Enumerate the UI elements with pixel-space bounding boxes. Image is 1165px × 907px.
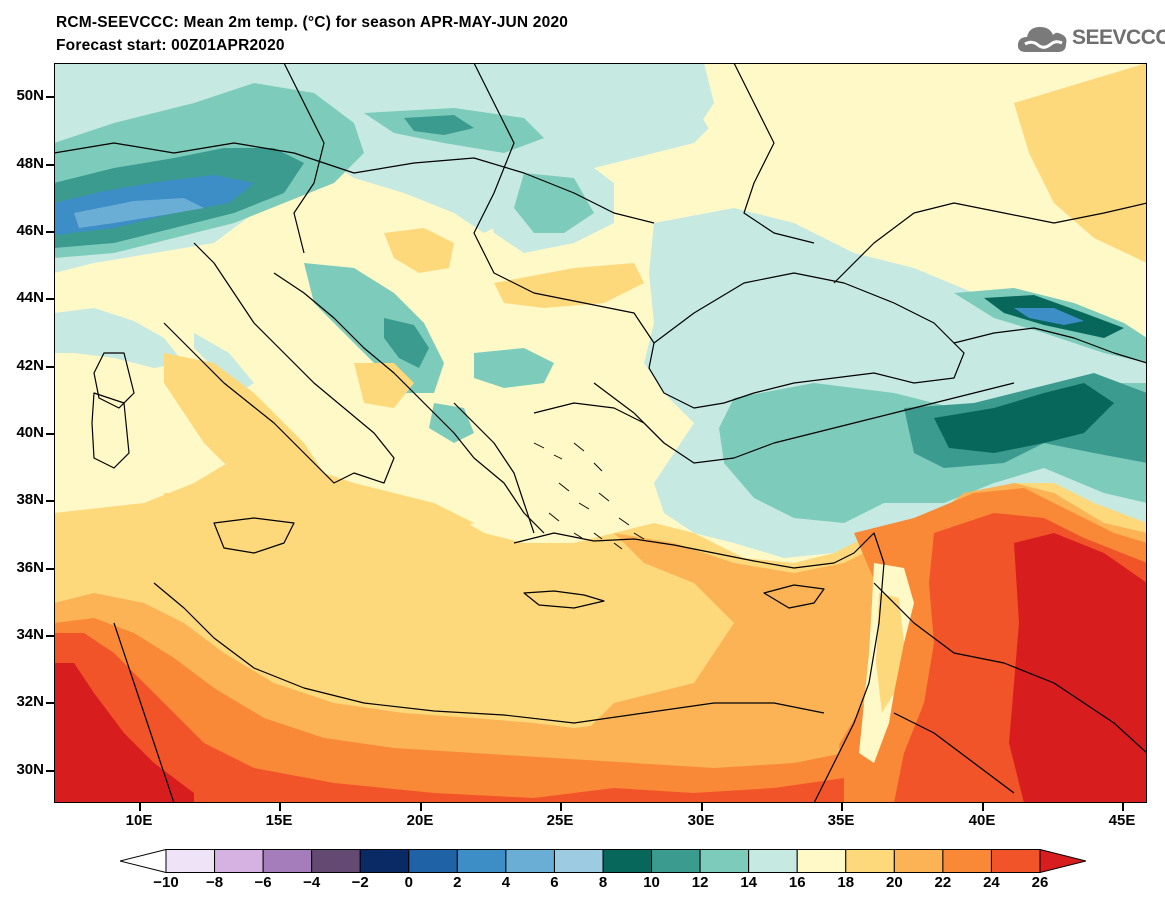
colorbar-cell bbox=[893, 849, 944, 873]
colorbar-cell bbox=[359, 849, 410, 873]
lon-label-35e: 35E bbox=[827, 812, 855, 829]
lat-tick bbox=[46, 231, 54, 233]
colorbar-cell bbox=[602, 849, 653, 873]
logo-text: SEEVCCC bbox=[1072, 26, 1165, 49]
lat-label-48n: 48N bbox=[16, 155, 44, 172]
colorbar-cell bbox=[505, 849, 555, 873]
lon-label-30e: 30E bbox=[687, 812, 715, 829]
colorbar-label: 18 bbox=[837, 874, 855, 891]
temperature-map bbox=[54, 63, 1147, 803]
colorbar-label: −8 bbox=[205, 874, 224, 891]
colorbar-cell bbox=[845, 849, 895, 873]
colorbar-cell bbox=[408, 849, 458, 873]
lon-tick bbox=[982, 803, 984, 811]
colorbar-label: 16 bbox=[788, 874, 806, 891]
cloud-icon bbox=[1017, 27, 1067, 52]
colorbar-label: 8 bbox=[598, 874, 608, 891]
lat-tick bbox=[46, 366, 54, 368]
lon-label-25e: 25E bbox=[546, 812, 574, 829]
map-canvas bbox=[54, 63, 1147, 803]
colorbar-label: 2 bbox=[453, 874, 462, 891]
lat-tick bbox=[46, 433, 54, 435]
colorbar-cell bbox=[311, 849, 361, 873]
colorbar-cell bbox=[796, 849, 847, 873]
colorbar-cell bbox=[990, 849, 1041, 873]
lat-label-46n: 46N bbox=[16, 222, 44, 239]
lat-tick bbox=[46, 164, 54, 166]
lon-label-10e: 10E bbox=[125, 812, 153, 829]
lat-label-44n: 44N bbox=[16, 289, 44, 306]
lat-tick bbox=[46, 635, 54, 637]
lon-tick bbox=[279, 803, 281, 811]
lat-label-38n: 38N bbox=[16, 491, 44, 508]
colorbar-cell bbox=[553, 849, 604, 873]
colorbar-label: −6 bbox=[254, 874, 272, 891]
temperature-colorbar bbox=[120, 849, 1086, 873]
lon-tick bbox=[841, 803, 843, 811]
colorbar-label: 10 bbox=[643, 874, 660, 891]
lon-tick bbox=[420, 803, 422, 811]
forecast-start-label: Forecast start: 00Z01APR2020 bbox=[56, 37, 285, 54]
lon-label-45e: 45E bbox=[1108, 812, 1136, 829]
colorbar-cell bbox=[651, 849, 701, 873]
lat-label-34n: 34N bbox=[16, 626, 44, 643]
colorbar-label: 0 bbox=[404, 874, 413, 891]
colorbar-label: −4 bbox=[303, 874, 321, 891]
colorbar-cell bbox=[165, 849, 216, 873]
colorbar-label: 22 bbox=[934, 874, 952, 891]
colorbar-label: 24 bbox=[983, 874, 1000, 891]
lat-tick bbox=[46, 770, 54, 772]
lon-tick bbox=[701, 803, 703, 811]
lat-tick bbox=[46, 298, 54, 300]
seevccc-logo: SEEVCCC bbox=[1016, 22, 1165, 58]
lon-tick bbox=[560, 803, 562, 811]
colorbar-label: −2 bbox=[351, 874, 369, 891]
lon-label-20e: 20E bbox=[406, 812, 434, 829]
lat-label-50n: 50N bbox=[16, 87, 44, 104]
lat-label-30n: 30N bbox=[16, 761, 44, 778]
lon-label-40e: 40E bbox=[968, 812, 996, 829]
colorbar-cell bbox=[942, 849, 992, 873]
colorbar-cell bbox=[748, 849, 798, 873]
lat-label-32n: 32N bbox=[16, 693, 44, 710]
colorbar-cell bbox=[214, 849, 264, 873]
lat-label-42n: 42N bbox=[16, 357, 44, 374]
lat-label-40n: 40N bbox=[16, 424, 44, 441]
colorbar-label: 6 bbox=[550, 874, 559, 891]
colorbar-cell bbox=[456, 849, 507, 873]
lat-tick bbox=[46, 500, 54, 502]
colorbar-max-triangle bbox=[1039, 849, 1086, 873]
lat-tick bbox=[46, 702, 54, 704]
colorbar-label: 14 bbox=[740, 874, 757, 891]
lat-tick bbox=[46, 96, 54, 98]
lon-tick bbox=[1122, 803, 1124, 811]
colorbar-min-triangle bbox=[120, 849, 167, 873]
colorbar-cell bbox=[262, 849, 313, 873]
lat-label-36n: 36N bbox=[16, 559, 44, 576]
lon-tick bbox=[139, 803, 141, 811]
colorbar-label: 26 bbox=[1031, 874, 1049, 891]
map-title: RCM-SEEVCCC: Mean 2m temp. (°C) for seas… bbox=[56, 14, 569, 31]
colorbar-label: 12 bbox=[691, 874, 709, 891]
colorbar-label: 4 bbox=[501, 874, 511, 891]
colorbar-cell bbox=[699, 849, 750, 873]
colorbar-label: −10 bbox=[153, 874, 179, 891]
colorbar-label: 20 bbox=[885, 874, 903, 891]
lon-label-15e: 15E bbox=[265, 812, 293, 829]
lat-tick bbox=[46, 568, 54, 570]
